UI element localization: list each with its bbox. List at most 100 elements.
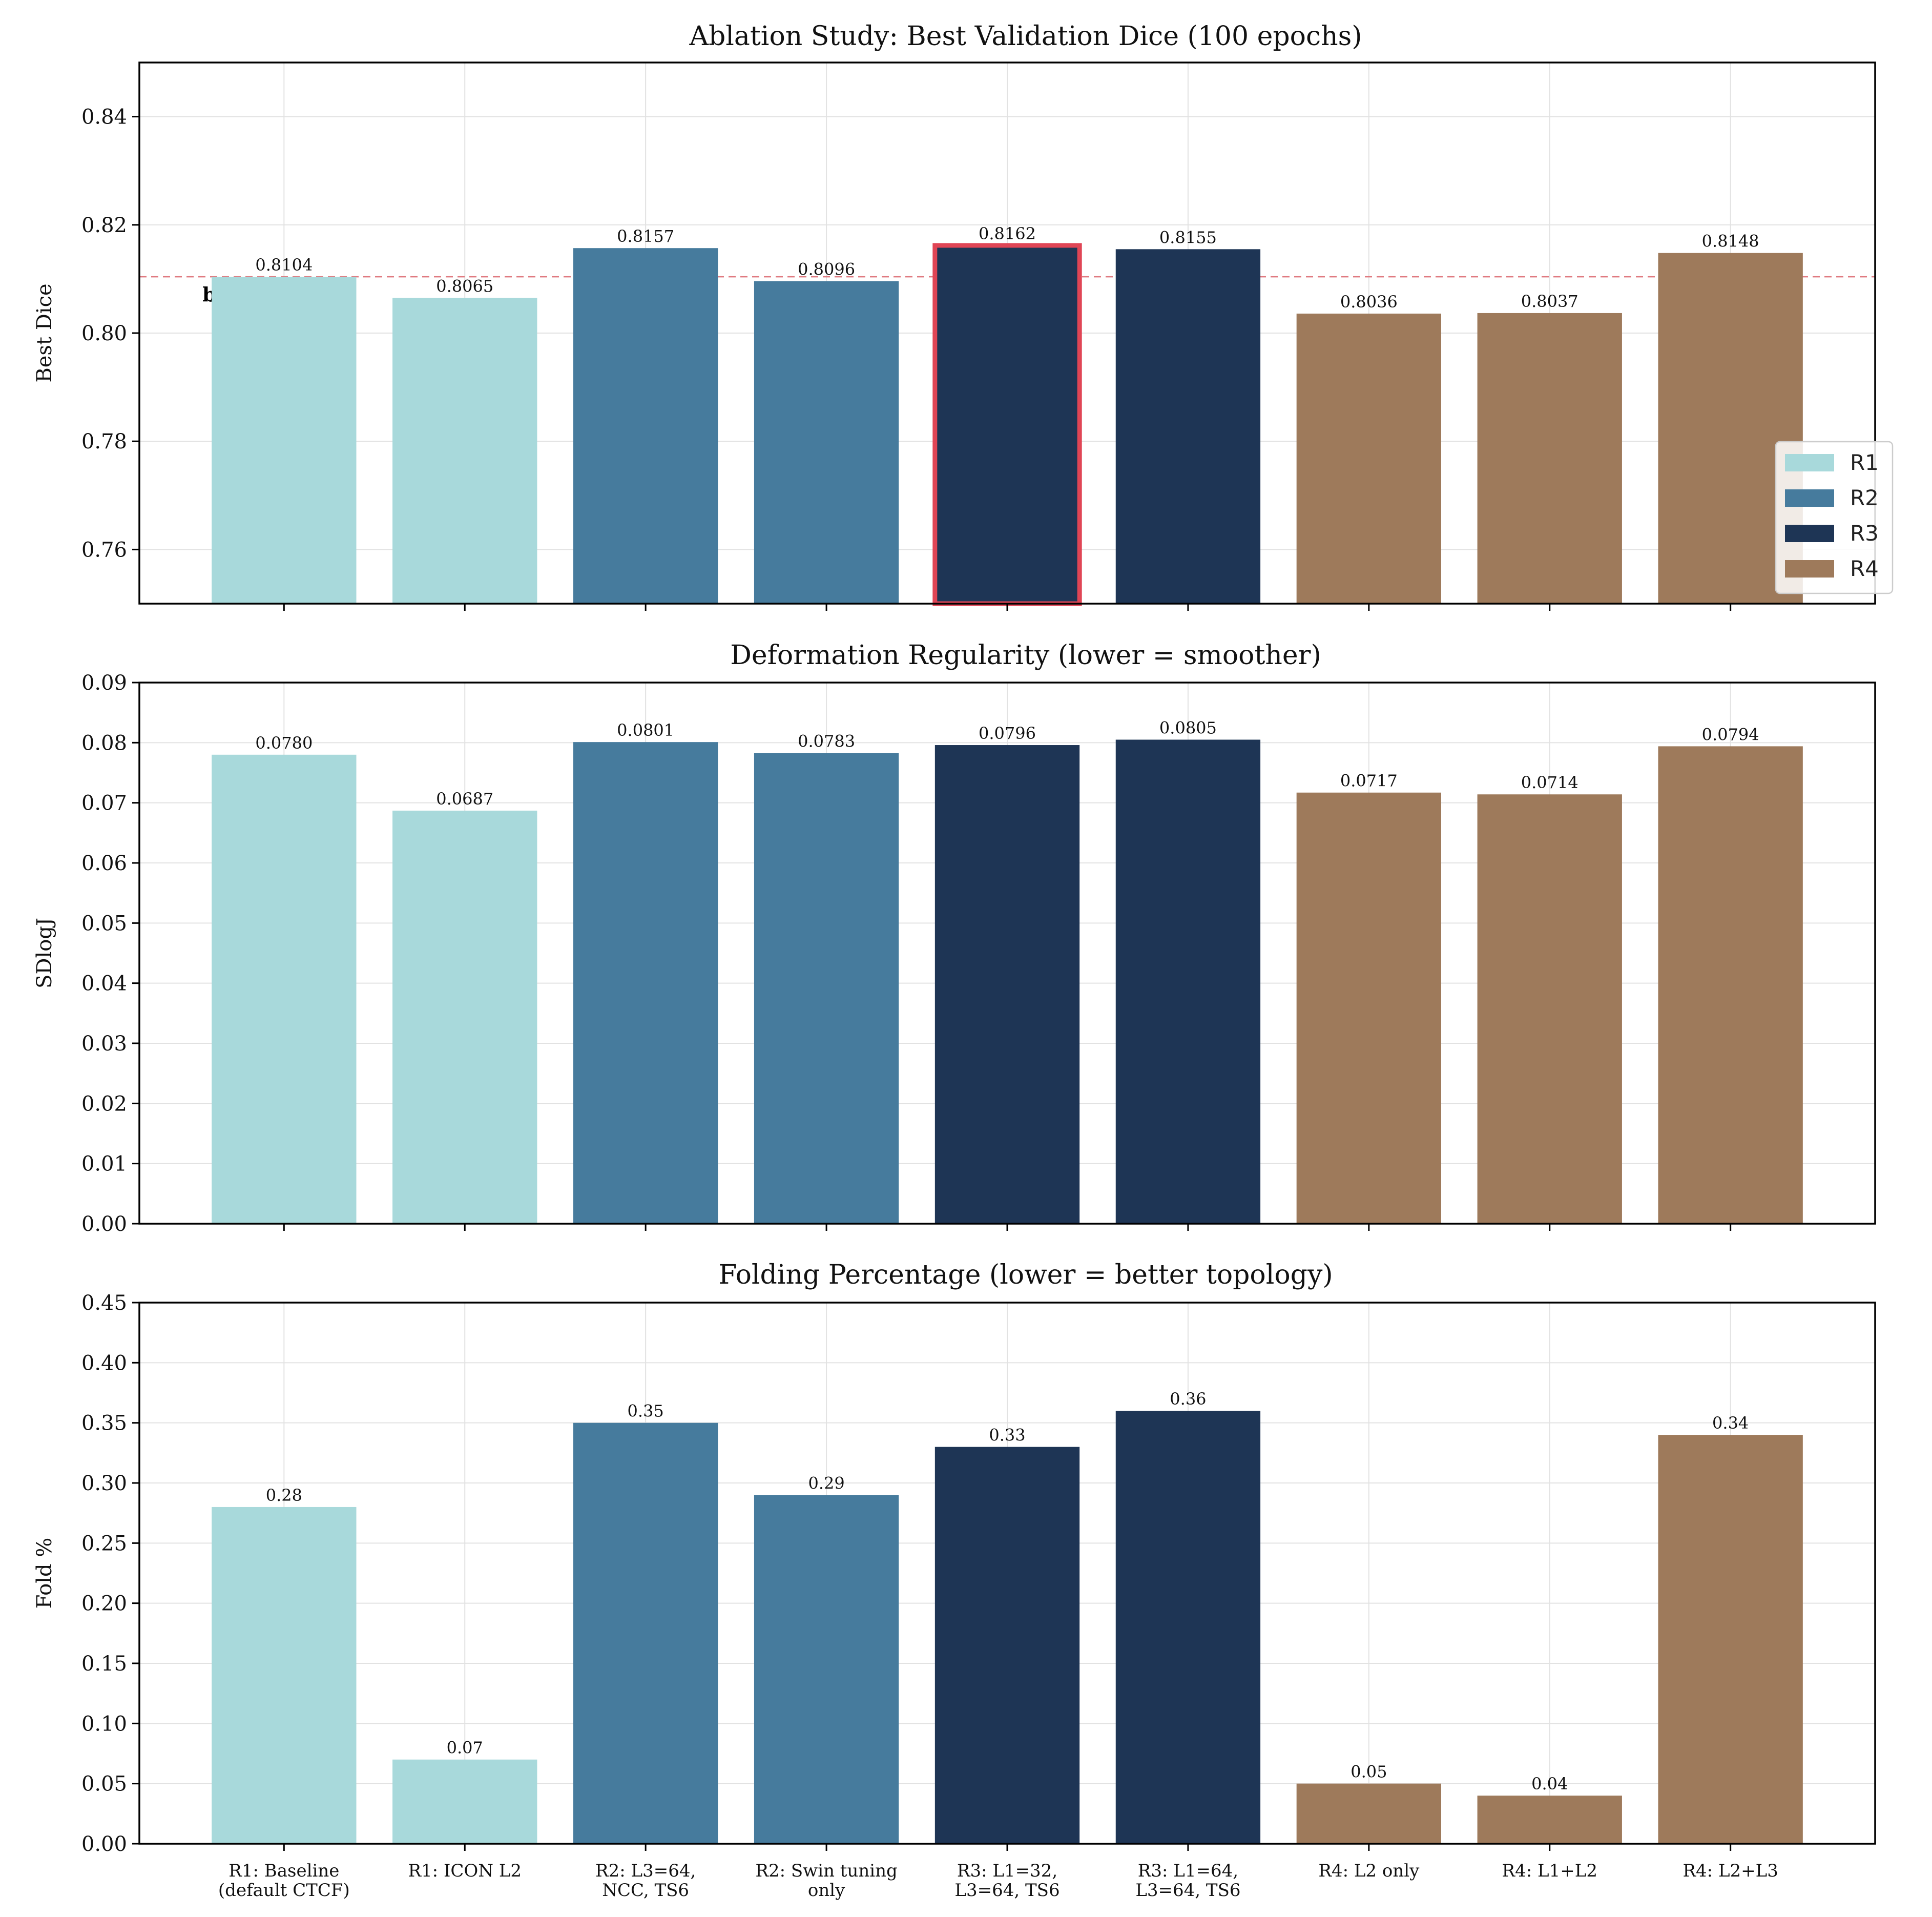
dice-x-ticks	[283, 604, 1732, 611]
sdlogj-value-label: 0.0796	[979, 724, 1036, 743]
dice-bar-best	[932, 243, 1082, 606]
dice-value-label: 0.8157	[617, 226, 674, 246]
category-label: R3: L1=32, L3=64, TS6	[954, 1861, 1060, 1901]
category-label: R4: L2+L3	[1682, 1861, 1778, 1881]
sdlogj-bar	[754, 753, 899, 1224]
dice-value-label: 0.8104	[255, 255, 313, 275]
fold-x-ticks	[283, 1844, 1732, 1851]
dice-ytick-label: 0.84	[81, 106, 127, 129]
fold-value-label: 0.29	[808, 1473, 844, 1493]
sdlogj-ytick-label: 0.08	[81, 731, 127, 755]
sdlogj-bar	[392, 810, 537, 1224]
category-label: R3: L1=64, L3=64, TS6	[1135, 1861, 1240, 1901]
legend-label-r3: R3	[1850, 521, 1879, 546]
dice-value-label: 0.8096	[798, 260, 855, 279]
sdlogj-bar	[212, 754, 357, 1224]
fold-value-label: 0.34	[1712, 1413, 1749, 1433]
sdlogj-value-label: 0.0805	[1159, 718, 1217, 737]
legend-label-r1: R1	[1850, 450, 1879, 475]
dice-bar	[212, 277, 357, 604]
fold-ytick-label: 0.15	[81, 1652, 127, 1676]
dice-value-label: 0.8155	[1159, 228, 1217, 247]
fold-value-label: 0.28	[266, 1486, 302, 1505]
fold-bar	[1115, 1411, 1261, 1844]
sdlogj-ytick-label: 0.07	[81, 792, 127, 815]
legend-label-r2: R2	[1850, 485, 1879, 510]
sdlogj-value-label: 0.0794	[1702, 725, 1759, 744]
fold-bar	[934, 1447, 1080, 1844]
sdlogj-value-label: 0.0780	[255, 733, 313, 753]
fold-bar	[392, 1759, 537, 1844]
sdlogj-panel-title: Deformation Regularity (lower = smoother…	[730, 640, 1321, 671]
fold-value-label: 0.33	[989, 1426, 1025, 1445]
dice-bar	[392, 298, 537, 604]
fold-ytick-label: 0.40	[81, 1351, 127, 1375]
fold-panel-ylabel: Fold %	[33, 1538, 56, 1609]
category-label: R1: Baseline (default CTCF)	[218, 1861, 350, 1901]
sdlogj-value-label: 0.0714	[1521, 773, 1578, 792]
dice-bar	[1296, 313, 1441, 604]
sdlogj-value-labels: 0.0780 0.0687 0.0801 0.0783 0.0796 0.0805 0.07…	[255, 718, 1759, 808]
category-label: R4: L1+L2	[1502, 1861, 1597, 1881]
sdlogj-bar	[1115, 739, 1261, 1224]
legend-swatch-r2	[1785, 489, 1834, 507]
legend: R1 R2 R3 R4	[1775, 441, 1894, 594]
fold-bars	[212, 1411, 1803, 1844]
fold-ytick-label: 0.20	[81, 1592, 127, 1616]
sdlogj-value-label: 0.0783	[798, 731, 855, 751]
sdlogj-bar	[1658, 746, 1803, 1224]
category-label: R1: ICON L2	[408, 1861, 522, 1881]
dice-frame	[138, 61, 1876, 605]
fold-bar	[1477, 1796, 1622, 1844]
sdlogj-ytick-label: 0.05	[81, 912, 127, 935]
sdlogj-ytick-label: 0.01	[81, 1152, 127, 1176]
sdlogj-y-ticks: 0.00 0.01 0.02 0.03 0.04 0.05 0.06 0.07 0.08 0.09	[81, 671, 139, 1236]
fold-bar	[754, 1495, 899, 1844]
dice-panel-ylabel: Best Dice	[33, 283, 56, 382]
legend-swatch-r1	[1785, 454, 1834, 471]
fold-value-label: 0.05	[1351, 1762, 1387, 1782]
fold-panel: Folding Percentage (lower = better topol…	[33, 1260, 1876, 1901]
fold-ytick-label: 0.35	[81, 1412, 127, 1435]
legend-swatch-r3	[1785, 525, 1834, 542]
fold-bar	[1296, 1783, 1441, 1844]
fold-value-label: 0.35	[628, 1401, 664, 1421]
fold-ytick-label: 0.45	[81, 1291, 127, 1315]
legend-box	[1775, 441, 1894, 594]
dice-value-label: 0.8162	[979, 224, 1036, 243]
sdlogj-value-label: 0.0687	[436, 789, 493, 809]
legend-swatch-r4	[1785, 560, 1834, 578]
dice-value-labels: 0.8104 0.8065 0.8157 0.8096 0.8162 0.8155 0.80…	[255, 224, 1759, 312]
dice-value-label: 0.8065	[436, 276, 493, 296]
dice-value-label: 0.8037	[1521, 292, 1578, 311]
dice-panel: Ablation Study: Best Validation Dice (10…	[33, 21, 1894, 611]
sdlogj-x-ticks	[283, 1224, 1732, 1231]
fold-ytick-label: 0.00	[81, 1832, 127, 1856]
sdlogj-frame	[138, 682, 1876, 1225]
sdlogj-ytick-label: 0.02	[81, 1092, 127, 1116]
dice-value-label: 0.8036	[1340, 292, 1398, 312]
fold-value-label: 0.36	[1170, 1389, 1206, 1409]
dice-ytick-label: 0.80	[81, 322, 127, 345]
dice-y-ticks: 0.76 0.78 0.80 0.82 0.84	[81, 106, 139, 562]
fold-value-labels: 0.28 0.07 0.35 0.29 0.33 0.36 0.05 0.04 0.34	[266, 1389, 1749, 1794]
dice-bar	[754, 281, 899, 604]
dice-ytick-label: 0.78	[81, 430, 127, 454]
fold-panel-title: Folding Percentage (lower = better topol…	[718, 1260, 1333, 1290]
sdlogj-ytick-label: 0.00	[81, 1212, 127, 1236]
sdlogj-panel-ylabel: SDlogJ	[33, 918, 56, 988]
fold-y-ticks: 0.00 0.05 0.10 0.15 0.20 0.25 0.30 0.35 0.40 0.45	[81, 1291, 139, 1856]
category-label: R2: L3=64, NCC, TS6	[595, 1861, 696, 1901]
legend-label-r4: R4	[1850, 556, 1879, 581]
dice-bar	[573, 248, 718, 604]
dice-bar	[1477, 313, 1622, 604]
sdlogj-bars	[212, 739, 1803, 1224]
dice-bar	[1115, 249, 1261, 604]
fold-bar	[212, 1507, 357, 1844]
dice-panel-title: Ablation Study: Best Validation Dice (10…	[689, 21, 1362, 52]
sdlogj-bar	[1477, 794, 1622, 1224]
sdlogj-ytick-label: 0.04	[81, 972, 127, 996]
fold-value-label: 0.07	[447, 1738, 483, 1758]
fold-ytick-label: 0.05	[81, 1772, 127, 1796]
